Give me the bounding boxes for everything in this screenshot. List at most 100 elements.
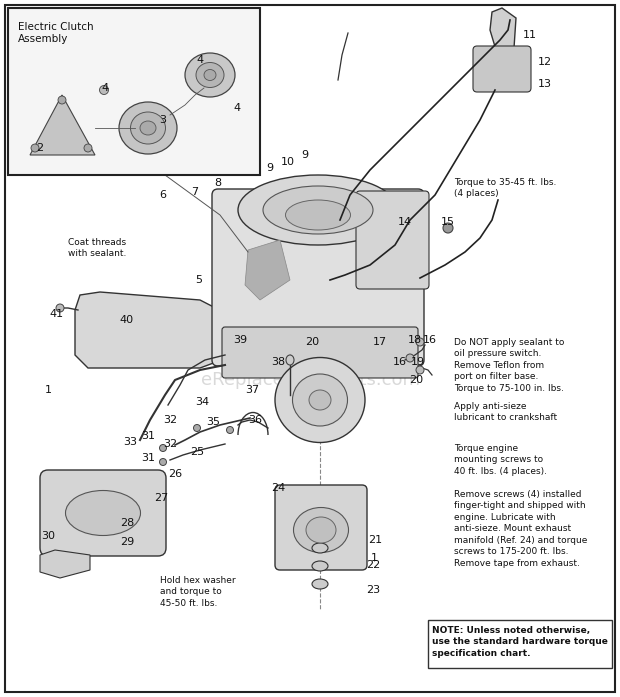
Ellipse shape [416,366,424,374]
Text: 26: 26 [168,469,182,479]
Text: 24: 24 [271,483,285,493]
Text: 27: 27 [154,493,168,503]
Ellipse shape [58,96,66,104]
Ellipse shape [293,374,347,426]
FancyBboxPatch shape [473,46,531,92]
Text: Do NOT apply sealant to
oil pressure switch.
Remove Teflon from
port on filter b: Do NOT apply sealant to oil pressure swi… [454,338,564,393]
Ellipse shape [285,200,350,230]
Ellipse shape [99,86,108,95]
Text: 16: 16 [423,335,437,345]
Text: 4: 4 [197,55,203,65]
Text: 14: 14 [398,217,412,227]
Text: 23: 23 [366,585,380,595]
Text: 18: 18 [408,335,422,345]
Ellipse shape [84,144,92,152]
Text: Torque to 35-45 ft. lbs.
(4 places): Torque to 35-45 ft. lbs. (4 places) [454,178,556,199]
Ellipse shape [416,338,424,346]
Text: 37: 37 [245,385,259,395]
Text: 29: 29 [120,537,134,547]
Bar [8,8,260,175]
Text: 28: 28 [120,518,134,528]
Text: 7: 7 [192,187,198,197]
Text: 11: 11 [523,30,537,40]
Ellipse shape [238,175,398,245]
Ellipse shape [159,445,167,452]
Text: 4: 4 [102,83,108,93]
Ellipse shape [286,355,294,365]
Text: 9: 9 [267,163,273,173]
Text: 22: 22 [366,560,380,570]
Polygon shape [490,8,516,55]
Text: 1: 1 [45,385,51,395]
Ellipse shape [443,223,453,233]
Ellipse shape [31,144,39,152]
Ellipse shape [312,543,328,553]
Text: 25: 25 [190,447,204,457]
Text: Coat threads
with sealant.: Coat threads with sealant. [68,238,126,259]
Text: 32: 32 [163,439,177,449]
Ellipse shape [312,579,328,589]
Text: 5: 5 [195,275,203,285]
Text: 20: 20 [409,375,423,385]
Ellipse shape [159,459,167,466]
Polygon shape [40,550,90,578]
Text: 32: 32 [163,415,177,425]
Text: 21: 21 [368,535,382,545]
Text: 17: 17 [373,337,387,347]
Ellipse shape [293,507,348,553]
Text: 20: 20 [305,337,319,347]
Text: 31: 31 [141,453,155,463]
Polygon shape [245,240,290,300]
Ellipse shape [56,304,64,312]
Text: 10: 10 [281,157,295,167]
Text: NOTE: Unless noted otherwise,
use the standard hardware torque
specification cha: NOTE: Unless noted otherwise, use the st… [432,626,608,658]
Ellipse shape [263,186,373,234]
Text: Remove screws (4) installed
finger-tight and shipped with
engine. Lubricate with: Remove screws (4) installed finger-tight… [454,490,587,567]
Text: Electric Clutch
Assembly: Electric Clutch Assembly [18,22,94,45]
Ellipse shape [185,53,235,97]
FancyBboxPatch shape [275,485,367,570]
Text: Hold hex washer
and torque to
45-50 ft. lbs.: Hold hex washer and torque to 45-50 ft. … [160,576,236,608]
Text: 40: 40 [119,315,133,325]
Polygon shape [75,292,235,368]
Text: 36: 36 [248,415,262,425]
FancyBboxPatch shape [356,191,429,289]
Text: 19: 19 [411,357,425,367]
Text: 41: 41 [49,309,63,319]
Text: 33: 33 [123,437,137,447]
FancyBboxPatch shape [212,189,424,366]
Ellipse shape [119,102,177,154]
Text: 3: 3 [159,115,167,125]
Text: 2: 2 [37,143,43,153]
Ellipse shape [130,112,166,144]
FancyBboxPatch shape [222,327,418,378]
Text: 39: 39 [233,335,247,345]
Text: Apply anti-sieze
lubricant to crankshaft: Apply anti-sieze lubricant to crankshaft [454,402,557,422]
Ellipse shape [66,491,141,535]
Ellipse shape [312,561,328,571]
Bar [428,620,612,668]
Text: 12: 12 [538,57,552,67]
Text: 30: 30 [41,531,55,541]
Text: 1: 1 [371,553,378,563]
Text: 9: 9 [301,150,309,160]
Ellipse shape [193,424,200,431]
Text: 13: 13 [538,79,552,89]
Ellipse shape [306,517,336,543]
Text: 8: 8 [215,178,221,188]
Ellipse shape [140,121,156,135]
Text: 15: 15 [441,217,455,227]
Text: 6: 6 [159,190,167,200]
Text: 31: 31 [141,431,155,441]
Text: 35: 35 [206,417,220,427]
Polygon shape [30,95,95,155]
Text: 38: 38 [271,357,285,367]
Text: eReplacementParts.com: eReplacementParts.com [200,371,420,389]
FancyBboxPatch shape [40,470,166,556]
Ellipse shape [406,354,414,362]
Ellipse shape [309,390,331,410]
Text: 34: 34 [195,397,209,407]
Text: Torque engine
mounting screws to
40 ft. lbs. (4 places).: Torque engine mounting screws to 40 ft. … [454,444,547,476]
Ellipse shape [275,358,365,443]
Ellipse shape [204,70,216,80]
